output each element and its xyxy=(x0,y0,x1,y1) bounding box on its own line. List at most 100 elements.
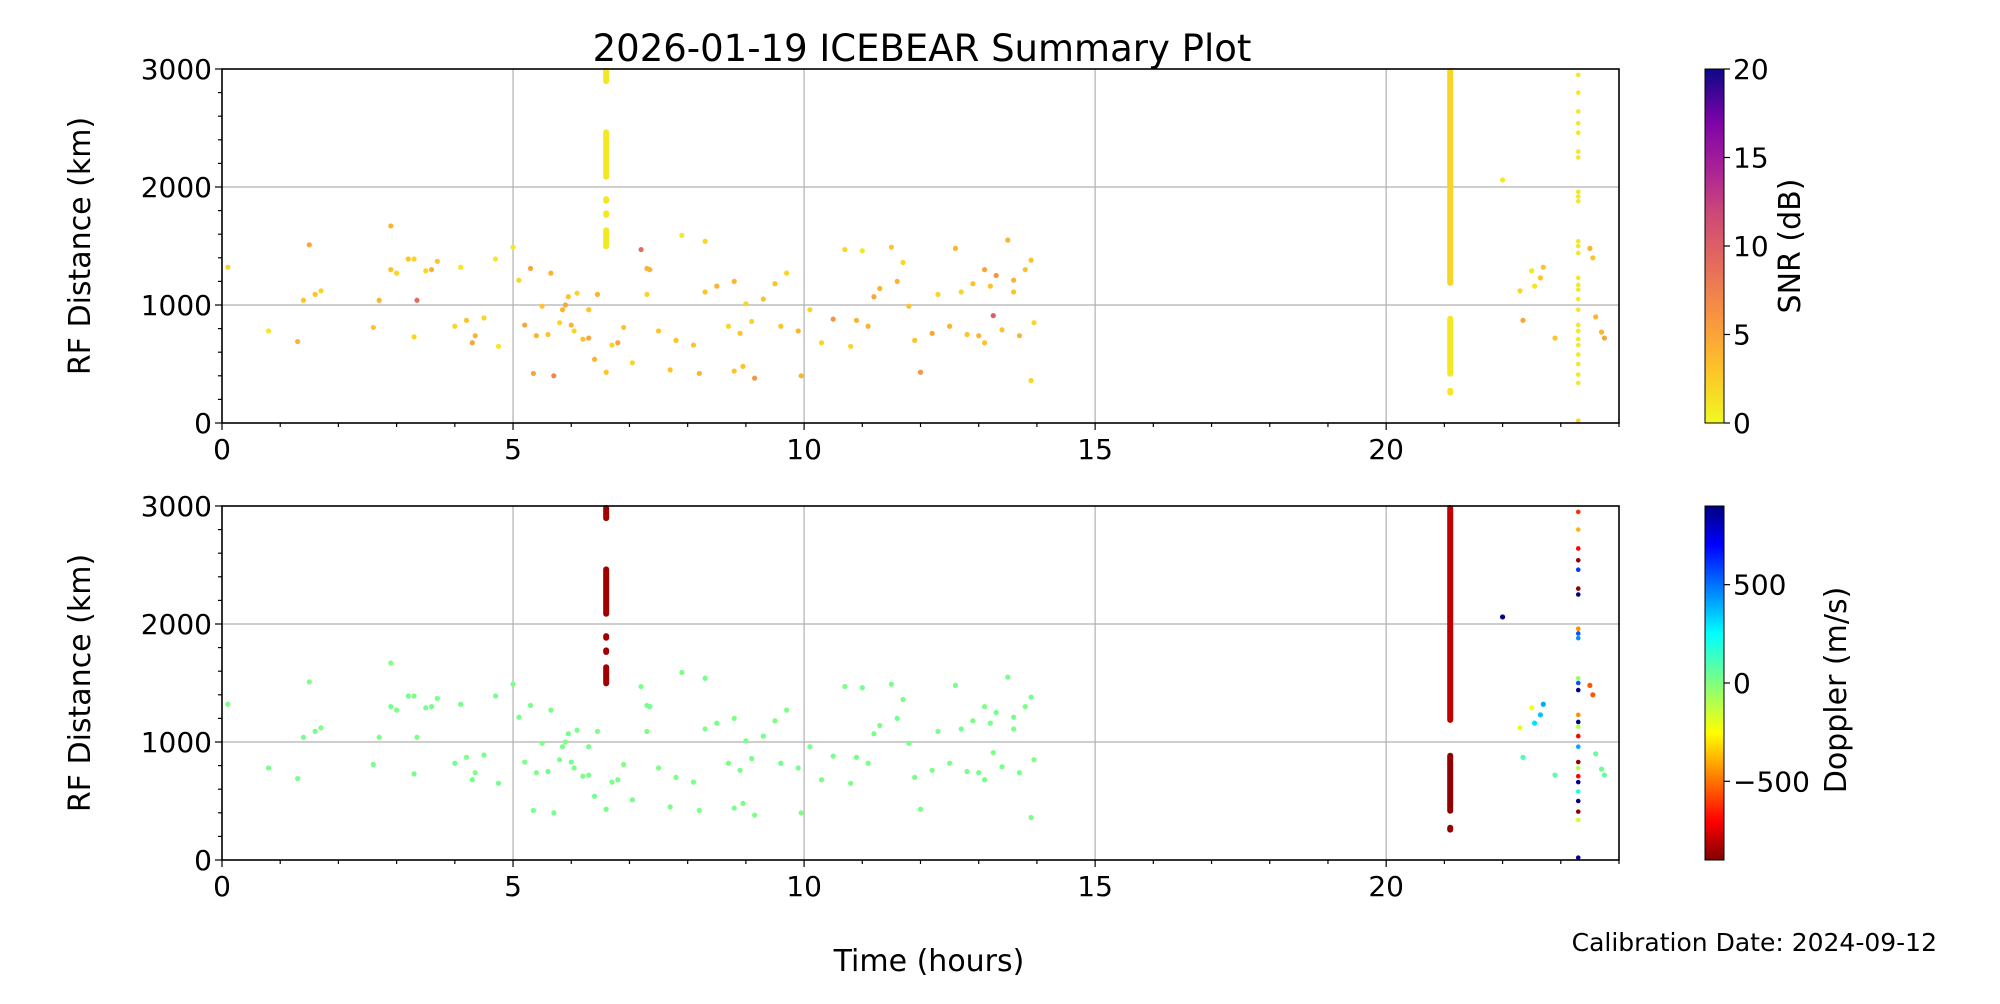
data-point xyxy=(731,278,737,284)
data-point xyxy=(1540,264,1546,270)
data-point xyxy=(912,774,918,781)
data-point xyxy=(1529,705,1535,711)
data-point xyxy=(1575,198,1581,204)
data-point xyxy=(865,760,871,766)
data-point xyxy=(559,744,566,750)
data-point xyxy=(842,683,848,690)
x-tick-label: 15 xyxy=(1077,870,1113,903)
data-point xyxy=(548,707,554,713)
data-point xyxy=(679,232,685,238)
data-point xyxy=(411,256,417,262)
data-point xyxy=(530,370,537,377)
data-point xyxy=(917,806,924,812)
data-point xyxy=(530,807,537,814)
data-point xyxy=(1499,614,1506,620)
data-point xyxy=(1575,680,1581,686)
data-point xyxy=(667,804,673,810)
data-point xyxy=(591,793,598,799)
data-point xyxy=(568,322,574,328)
data-point xyxy=(906,740,912,746)
data-point xyxy=(568,759,574,765)
data-point xyxy=(655,765,662,771)
data-point xyxy=(725,760,732,766)
doppler-colorbar-ticks: −500 0 500 xyxy=(1724,569,1810,798)
data-point xyxy=(265,765,272,771)
data-point xyxy=(312,728,318,734)
data-point xyxy=(615,777,621,783)
data-point xyxy=(1575,773,1581,779)
data-point xyxy=(621,761,627,768)
data-point xyxy=(894,715,900,722)
data-point xyxy=(1575,509,1581,515)
data-point xyxy=(586,744,592,750)
data-point xyxy=(580,336,586,342)
snr-colorbar-gradient xyxy=(1704,68,1725,424)
data-point xyxy=(472,770,478,776)
data-point xyxy=(318,288,324,294)
data-point xyxy=(1575,546,1581,551)
data-point xyxy=(1022,704,1028,710)
data-point xyxy=(603,806,609,812)
data-point xyxy=(1590,255,1596,261)
data-point xyxy=(318,725,324,731)
data-point xyxy=(1575,733,1581,739)
data-point xyxy=(1575,287,1581,292)
data-point xyxy=(1587,682,1593,688)
data-point xyxy=(1575,189,1581,195)
data-point xyxy=(533,770,539,776)
data-point xyxy=(952,682,959,688)
data-point xyxy=(423,705,429,711)
data-point xyxy=(740,800,746,806)
data-point xyxy=(411,771,417,777)
data-point xyxy=(565,294,571,300)
data-point xyxy=(629,360,635,366)
data-point xyxy=(1031,757,1037,763)
data-point xyxy=(888,681,894,687)
data-point xyxy=(306,679,312,685)
y-tick-label: 3000 xyxy=(141,490,212,523)
data-point xyxy=(1598,329,1605,335)
data-point xyxy=(807,307,813,313)
data-point xyxy=(1593,751,1599,757)
data-point xyxy=(853,317,860,323)
y-tick-label: 3000 xyxy=(141,53,212,86)
data-point xyxy=(1575,275,1581,281)
data-point xyxy=(906,303,912,309)
data-point xyxy=(987,720,993,726)
data-point xyxy=(877,285,883,292)
data-point xyxy=(900,696,906,703)
data-point xyxy=(848,780,854,786)
data-point xyxy=(752,812,758,818)
doppler-scatter-points xyxy=(225,505,1608,860)
data-point xyxy=(1575,120,1581,126)
data-point xyxy=(370,761,376,768)
data-point xyxy=(539,303,545,309)
data-point xyxy=(1575,149,1581,154)
y-tick-label: 0 xyxy=(194,407,212,440)
data-point xyxy=(1575,336,1581,342)
data-point xyxy=(1575,527,1581,532)
data-point xyxy=(900,259,906,266)
y-tick-label: 2000 xyxy=(141,171,212,204)
data-point xyxy=(551,810,557,816)
data-point xyxy=(376,297,382,303)
data-point xyxy=(1575,712,1581,718)
data-point xyxy=(981,340,988,346)
data-point xyxy=(1575,759,1581,765)
data-point xyxy=(1517,288,1523,294)
data-point xyxy=(1575,328,1581,334)
data-point xyxy=(970,718,976,724)
data-point xyxy=(510,681,516,687)
data-point xyxy=(990,750,996,756)
data-point xyxy=(1575,635,1581,641)
data-point xyxy=(929,767,935,773)
data-point xyxy=(993,709,999,716)
data-point xyxy=(527,265,534,272)
data-point xyxy=(749,755,755,762)
data-point xyxy=(798,810,804,816)
colorbar-tick-label: 0 xyxy=(1733,667,1751,700)
data-point xyxy=(463,317,470,323)
data-point xyxy=(405,693,411,699)
data-point xyxy=(1520,754,1526,760)
